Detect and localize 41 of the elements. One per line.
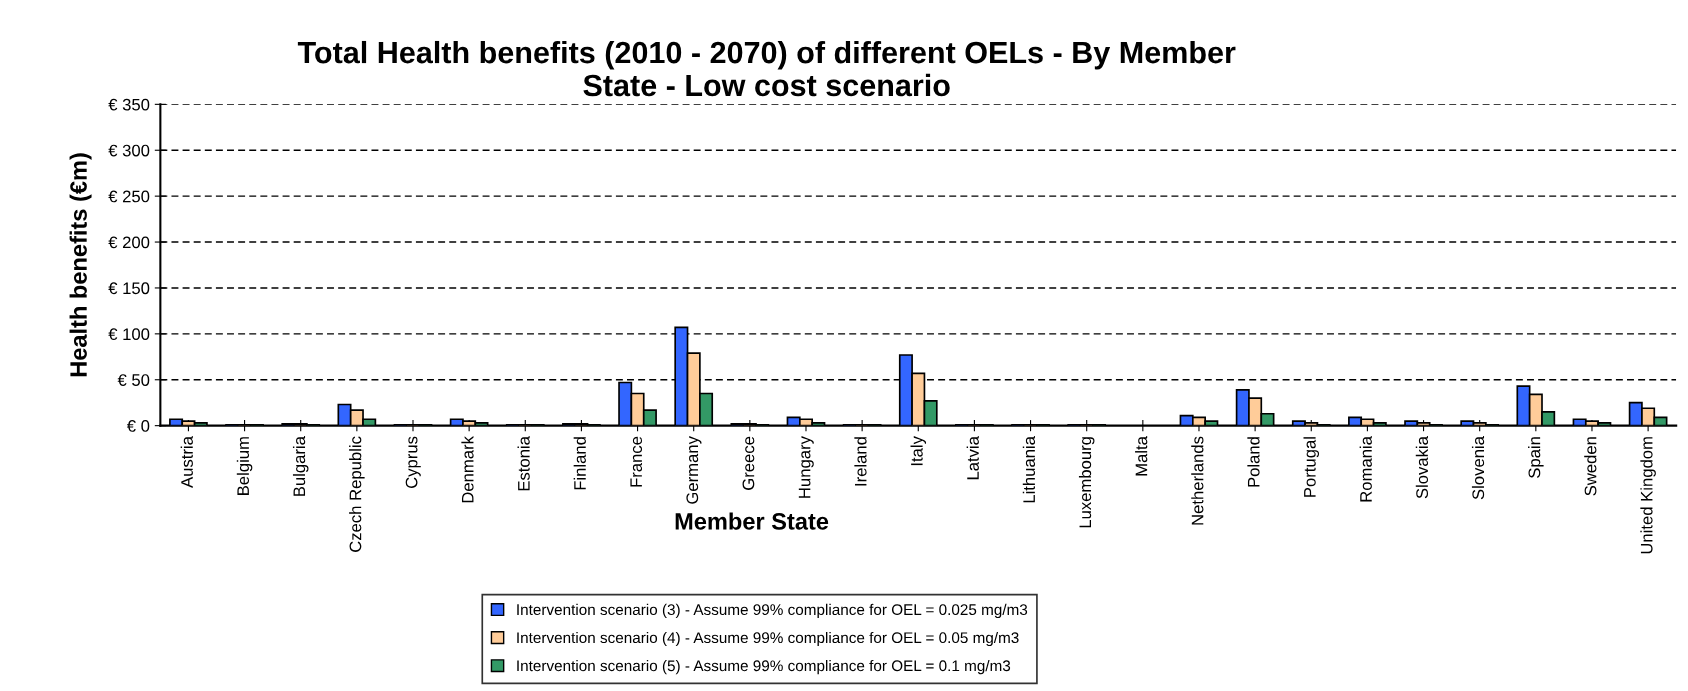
chart-title: Total Health benefits (2010 - 2070) of different OELs - By Member State - Low cost scenario <box>297 40 1236 97</box>
x-tick-label: Poland <box>1247 437 1260 487</box>
y-tick-label: € 100 <box>108 328 150 341</box>
x-tick-label: Latvia <box>966 436 979 480</box>
x-tick-label: Romania <box>1359 436 1372 502</box>
x-tick-label: Sweden <box>1584 437 1597 496</box>
x-tick-label: Slovakia <box>1415 436 1429 499</box>
x-tick-label: Belgium <box>236 437 253 495</box>
x-tick-label: Denmark <box>461 436 474 503</box>
x-tick-label: Luxembourg <box>1078 437 1095 528</box>
x-tick-label: United Kingdom <box>1640 437 1656 554</box>
y-tick-label: € 150 <box>108 282 150 295</box>
x-tick-label: Austria <box>180 436 193 488</box>
x-tick-label: Bulgaria <box>292 436 309 496</box>
x-tick-label: Czech Republic <box>349 436 365 552</box>
y-axis-title: Health benefits (€m) <box>69 153 92 377</box>
x-tick-label: Greece <box>742 436 755 490</box>
legend-label: Intervention scenario (5) - Assume 99% compliance for OEL = 0.1 mg/m3 <box>517 659 1011 675</box>
x-tick-label: Finland <box>573 437 586 490</box>
y-tick-label: € 300 <box>108 144 150 157</box>
x-tick-label: France <box>630 436 643 487</box>
x-tick-label: Germany <box>686 436 702 504</box>
x-tick-label: Estonia <box>517 436 530 491</box>
x-axis-title: Member State <box>675 512 829 530</box>
y-tick-label: € 250 <box>108 190 150 203</box>
legend-label: Intervention scenario (4) - Assume 99% compliance for OEL = 0.05 mg/m3 <box>517 631 1019 647</box>
legend-label: Intervention scenario (3) - Assume 99% compliance for OEL = 0.025 mg/m3 <box>517 603 1028 619</box>
x-tick-label: Italy <box>910 436 927 466</box>
y-tick-label: € 0 <box>126 420 150 432</box>
x-tick-label: Cyprus <box>405 436 421 489</box>
x-tick-label: Netherlands <box>1191 436 1204 525</box>
y-tick-label: € 350 <box>108 98 150 111</box>
x-tick-label: Slovenia <box>1471 436 1485 500</box>
x-tick-label: Portugal <box>1303 437 1320 497</box>
y-tick-label: € 50 <box>117 374 150 386</box>
x-tick-label: Hungary <box>798 436 814 498</box>
x-tick-label: Malta <box>1135 436 1148 476</box>
x-tick-label: Ireland <box>854 437 867 486</box>
y-tick-label: € 200 <box>108 236 150 249</box>
x-tick-label: Lithuania <box>1022 436 1036 503</box>
x-tick-label: Spain <box>1528 437 1544 478</box>
